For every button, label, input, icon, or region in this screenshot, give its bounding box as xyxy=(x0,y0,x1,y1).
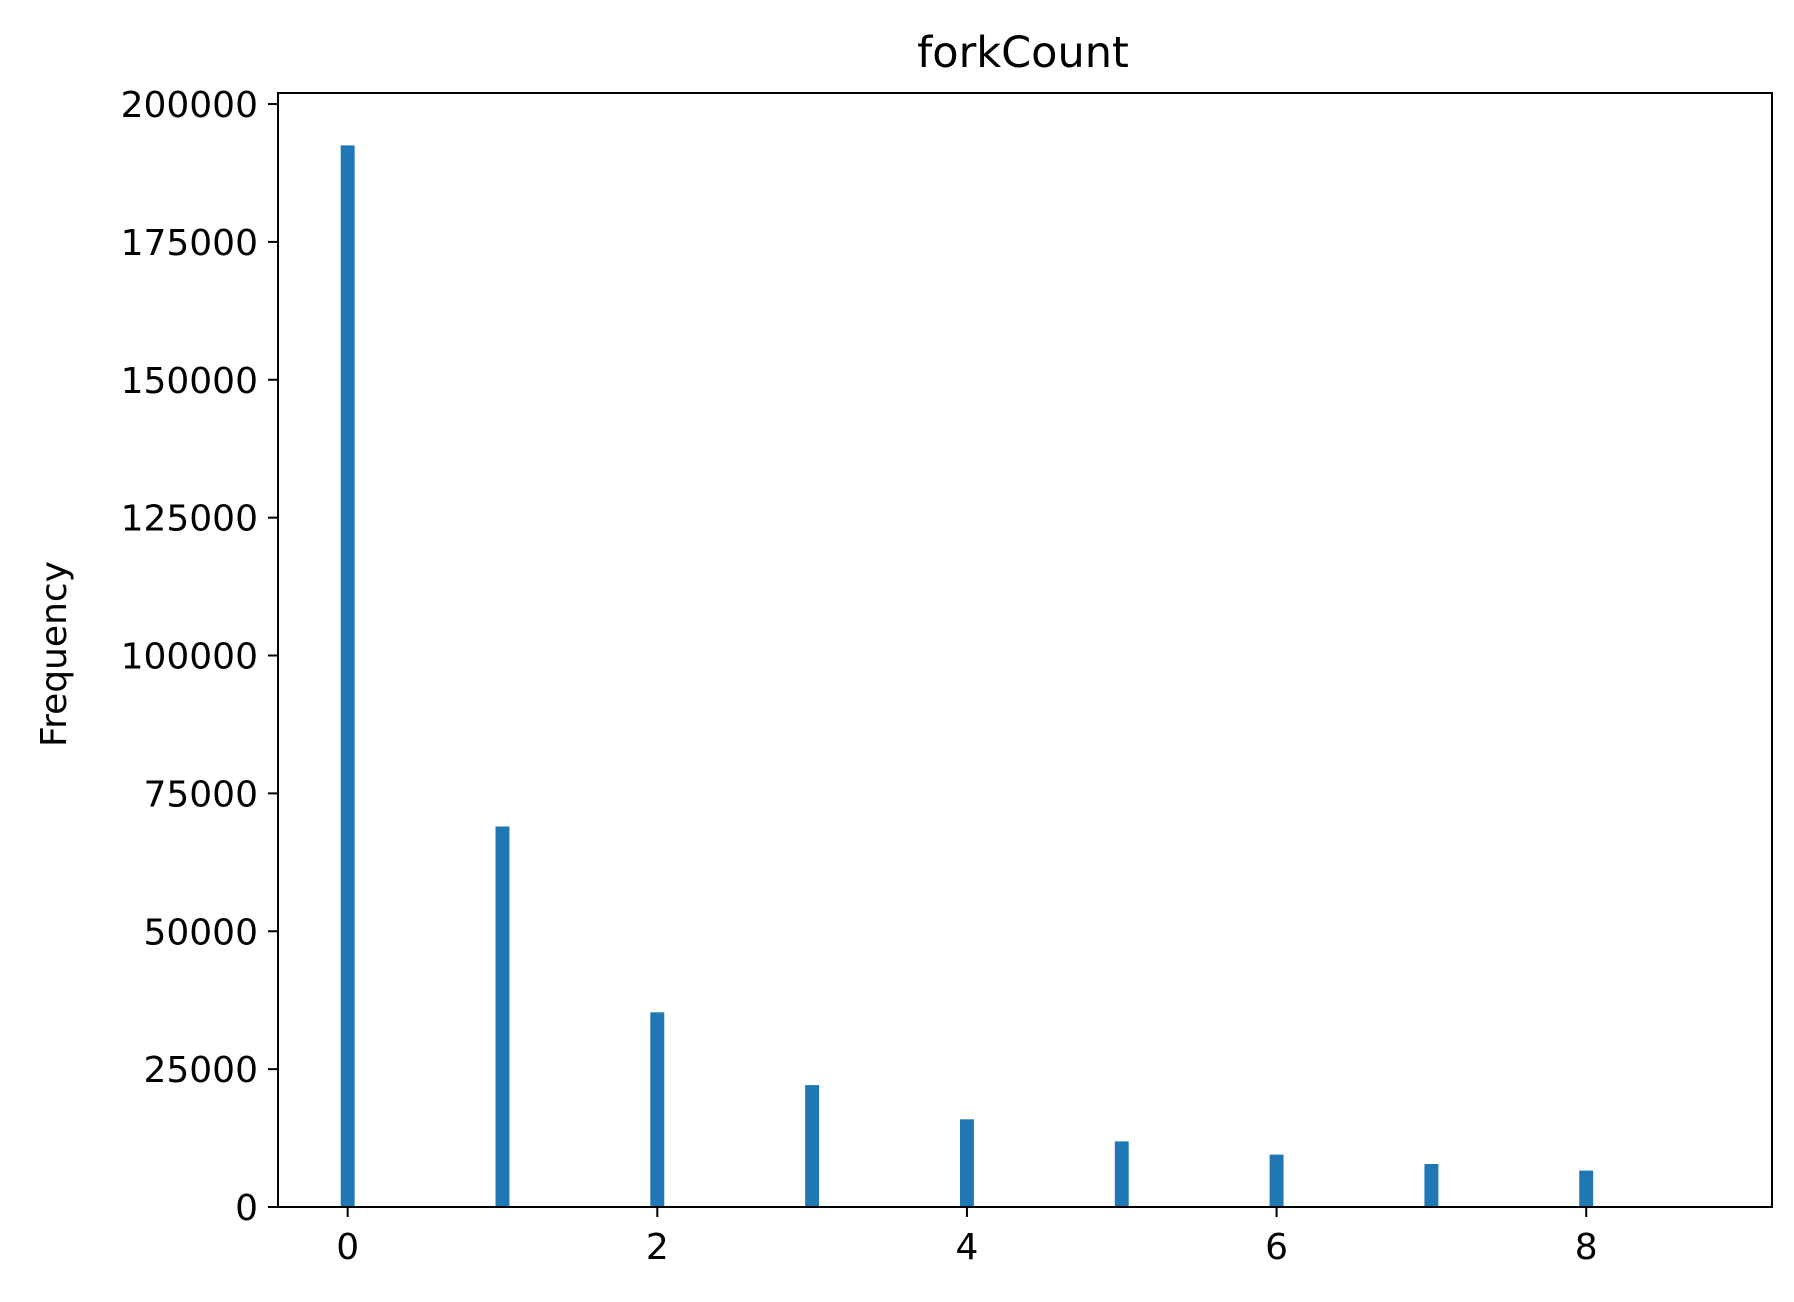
y-tick-label: 100000 xyxy=(121,637,258,678)
x-tick-label: 4 xyxy=(955,1227,978,1268)
bar-4 xyxy=(959,1119,974,1207)
bar-5 xyxy=(1114,1141,1129,1207)
bar-0 xyxy=(340,145,355,1207)
y-tick-label: 0 xyxy=(235,1188,258,1229)
plot-frame xyxy=(277,92,1773,1208)
bar-1 xyxy=(495,826,510,1207)
x-tick-label: 8 xyxy=(1575,1227,1598,1268)
bars-group xyxy=(340,145,1594,1207)
x-tick-label: 6 xyxy=(1265,1227,1288,1268)
bar-8 xyxy=(1579,1170,1594,1207)
y-axis-label: Frequency xyxy=(34,561,75,747)
x-tick-label: 0 xyxy=(336,1227,359,1268)
x-axis: 0 2 4 6 8 xyxy=(336,1207,1598,1268)
y-tick-label: 75000 xyxy=(143,774,258,815)
bar-6 xyxy=(1269,1154,1284,1207)
bar-2 xyxy=(650,1012,665,1207)
y-tick-label: 25000 xyxy=(143,1050,258,1091)
y-tick-label: 175000 xyxy=(121,223,258,264)
x-tick-label: 2 xyxy=(646,1227,669,1268)
y-tick-label: 50000 xyxy=(143,912,258,953)
y-tick-label: 200000 xyxy=(121,85,258,126)
bar-3 xyxy=(805,1085,820,1207)
bar-7 xyxy=(1424,1163,1439,1207)
y-axis: 0 25000 50000 75000 100000 125000 150000 175000… xyxy=(121,85,278,1229)
y-tick-label: 125000 xyxy=(121,499,258,540)
y-tick-label: 150000 xyxy=(121,361,258,402)
chart-title: forkCount xyxy=(917,28,1129,78)
